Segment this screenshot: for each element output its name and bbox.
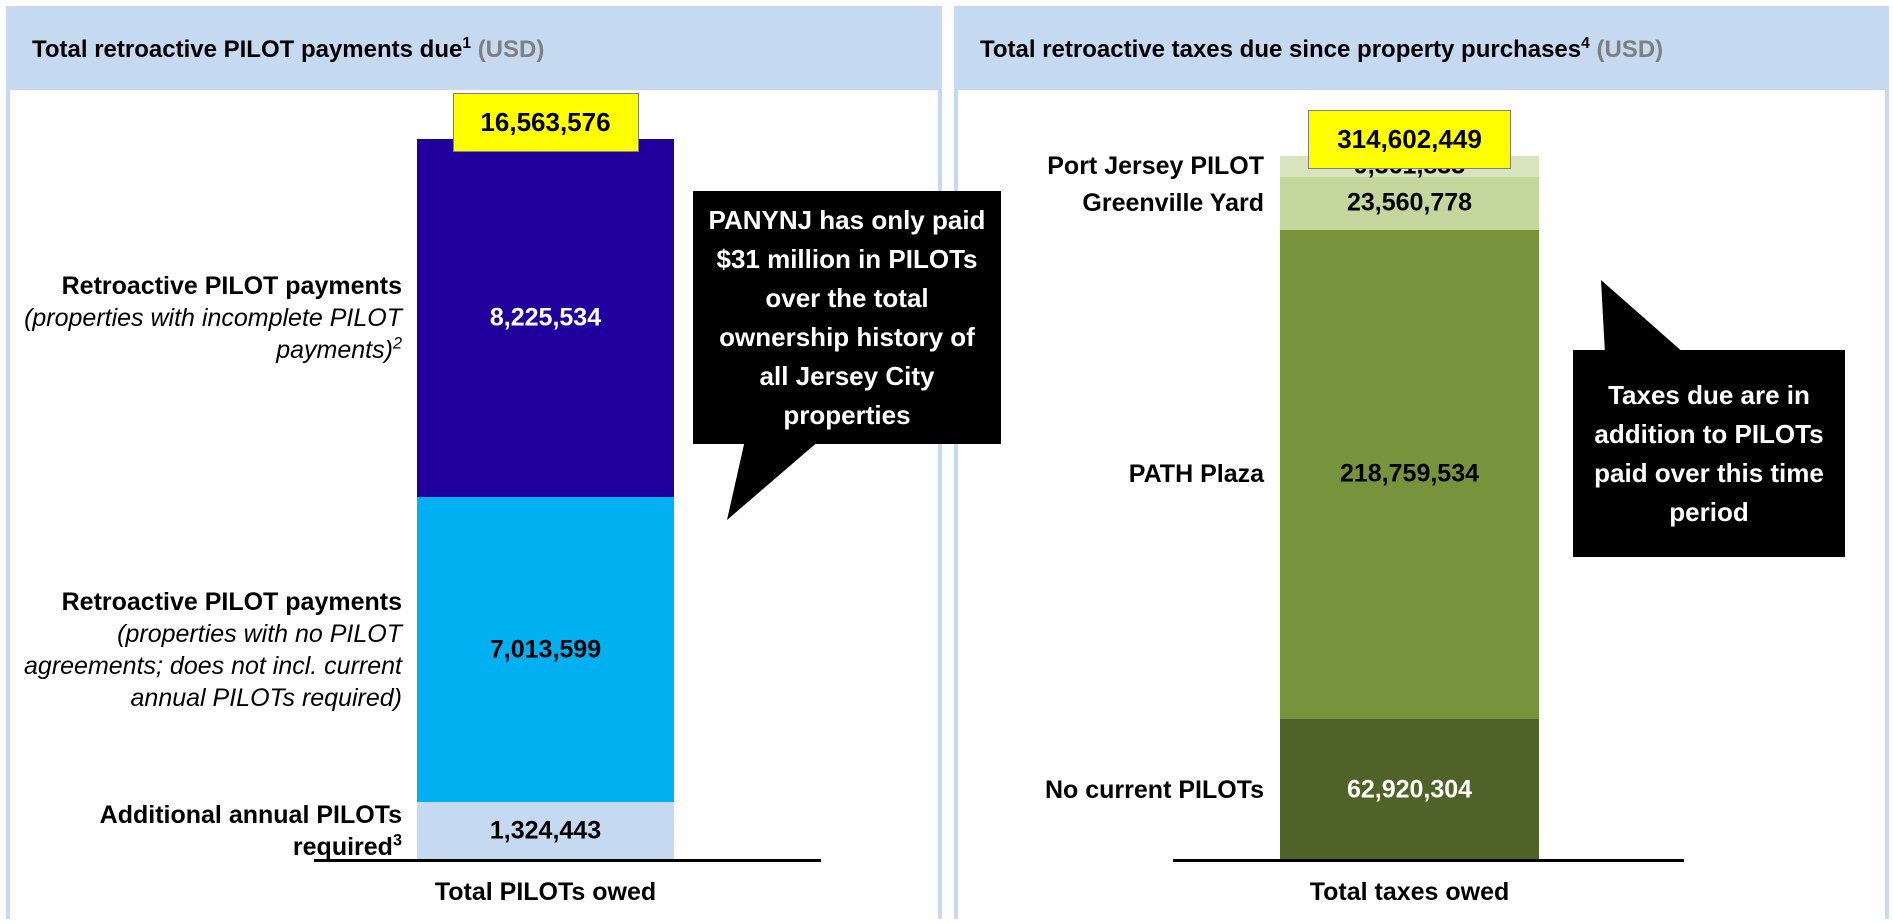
- footnote: 2: [392, 334, 402, 353]
- segment-name: Greenville Yard: [934, 187, 1264, 219]
- callout: PANYNJ has only paid $31 million in PILO…: [693, 191, 1001, 444]
- name: Additional annual PILOTs required: [99, 801, 402, 862]
- segment-name: Port Jersey PILOT: [934, 150, 1264, 182]
- bar-segment: [417, 139, 674, 498]
- segment-label: PATH Plaza: [934, 458, 1264, 490]
- bar-segment: [417, 497, 674, 803]
- panel: Total retroactive PILOT payments due1 (U…: [6, 6, 942, 919]
- footnote: 4: [1581, 35, 1590, 52]
- segment-name: Retroactive PILOT payments: [22, 270, 402, 302]
- title: Total retroactive PILOT payments due: [32, 36, 463, 63]
- name: No current PILOTs: [1044, 775, 1264, 804]
- name: Retroactive PILOT payments: [61, 272, 402, 301]
- segment-note: (properties with no PILOT agreements; do…: [22, 618, 402, 714]
- callout: Taxes due are in addition to PILOTs paid…: [1573, 350, 1845, 557]
- total-label: 314,602,449: [1308, 110, 1511, 169]
- data-label: 23,560,778: [1346, 188, 1473, 217]
- panel: Total retroactive taxes due since proper…: [954, 6, 1889, 919]
- segment-name: Retroactive PILOT payments: [22, 586, 402, 618]
- panel-title: Total retroactive PILOT payments due1 (U…: [32, 36, 544, 64]
- callout-tail: [1601, 280, 1685, 354]
- name: Retroactive PILOT payments: [61, 587, 402, 616]
- data-label: 1,324,443: [489, 816, 602, 845]
- segment-name: Additional annual PILOTs required3: [22, 799, 402, 863]
- name: Port Jersey PILOT: [1047, 152, 1264, 181]
- segment-note: (properties with incomplete PILOT paymen…: [22, 302, 402, 366]
- panel-header: Total retroactive taxes due since proper…: [958, 10, 1885, 90]
- total-label: 16,563,576: [452, 93, 639, 152]
- segment-label: Greenville Yard: [934, 187, 1264, 219]
- data-label: 218,759,534: [1339, 459, 1480, 488]
- title: Total retroactive taxes due since proper…: [980, 36, 1582, 63]
- data-label: 7,013,599: [489, 635, 602, 664]
- segment-name: No current PILOTs: [934, 774, 1264, 806]
- segment-label: Retroactive PILOT payments (properties wi…: [22, 586, 402, 714]
- note: (properties with incomplete PILOT paymen…: [24, 304, 402, 365]
- data-label: 62,920,304: [1346, 775, 1473, 804]
- segment-name: PATH Plaza: [934, 458, 1264, 490]
- segment-label: Port Jersey PILOT: [934, 150, 1264, 182]
- name: PATH Plaza: [1128, 460, 1264, 489]
- panel-title: Total retroactive taxes due since proper…: [980, 36, 1663, 64]
- segment-label: Retroactive PILOT payments (properties wi…: [22, 270, 402, 366]
- bar-segment: [417, 802, 674, 860]
- data-label: 8,225,534: [489, 303, 602, 332]
- name: Greenville Yard: [1082, 189, 1264, 218]
- unit: (USD): [1596, 36, 1664, 63]
- bar-segment: [1280, 229, 1539, 720]
- footnote: 3: [392, 831, 402, 850]
- footnote: 1: [462, 35, 472, 52]
- unit: (USD): [477, 36, 545, 63]
- segment-label: No current PILOTs: [934, 774, 1264, 806]
- segment-label: Additional annual PILOTs required3: [22, 799, 402, 863]
- bar-segment: [1280, 176, 1539, 230]
- panel-header: Total retroactive PILOT payments due1 (U…: [10, 10, 938, 90]
- baseline: [1173, 859, 1684, 862]
- baseline: [314, 859, 821, 862]
- note: (properties with no PILOT agreements; do…: [24, 619, 402, 712]
- category-label: Total PILOTs owed: [434, 878, 657, 906]
- category-label: Total taxes owed: [1309, 878, 1510, 906]
- callout-tail: [727, 440, 820, 520]
- bar-segment: [1280, 719, 1539, 860]
